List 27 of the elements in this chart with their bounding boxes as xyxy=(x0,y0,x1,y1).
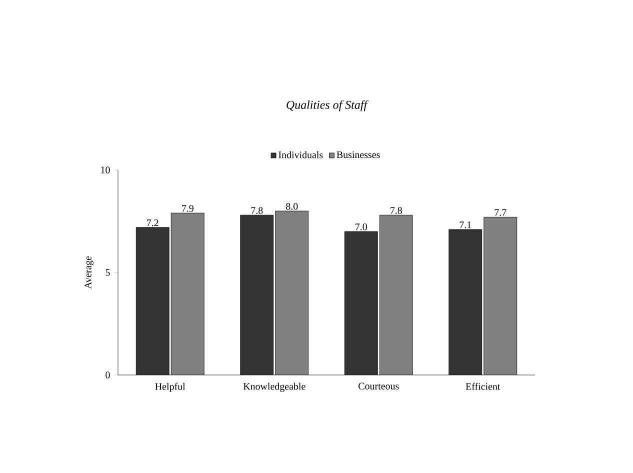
x-tick-label: Knowledgeable xyxy=(243,382,306,392)
data-label: 8.0 xyxy=(286,203,298,210)
data-label: 7.8 xyxy=(390,207,402,214)
x-tick-label: Helpful xyxy=(155,382,186,392)
bar xyxy=(275,210,308,375)
x-tick-label: Courteous xyxy=(358,382,399,390)
bar xyxy=(171,213,204,375)
bar xyxy=(344,231,378,375)
legend-label: Businesses xyxy=(336,151,380,158)
bar xyxy=(484,216,518,375)
bar xyxy=(380,215,413,375)
data-label: 7.0 xyxy=(356,224,367,230)
chart-title: Qualities of Staff xyxy=(286,100,368,112)
y-tick-label: 10 xyxy=(101,166,110,174)
legend-label: Individuals xyxy=(278,151,323,158)
y-tick-label: 0 xyxy=(106,372,110,378)
x-tick-label: Efficient xyxy=(466,382,500,390)
data-label: 7.2 xyxy=(147,219,158,226)
data-label: 7.9 xyxy=(182,205,194,212)
bar xyxy=(448,229,482,375)
bar xyxy=(240,215,274,375)
data-label: 7.7 xyxy=(494,209,506,216)
y-tick-label: 5 xyxy=(106,269,110,276)
data-label: 7.8 xyxy=(251,207,263,214)
data-label: 7.1 xyxy=(460,222,472,228)
bar xyxy=(136,227,170,375)
y-axis-title: Average xyxy=(84,256,94,289)
